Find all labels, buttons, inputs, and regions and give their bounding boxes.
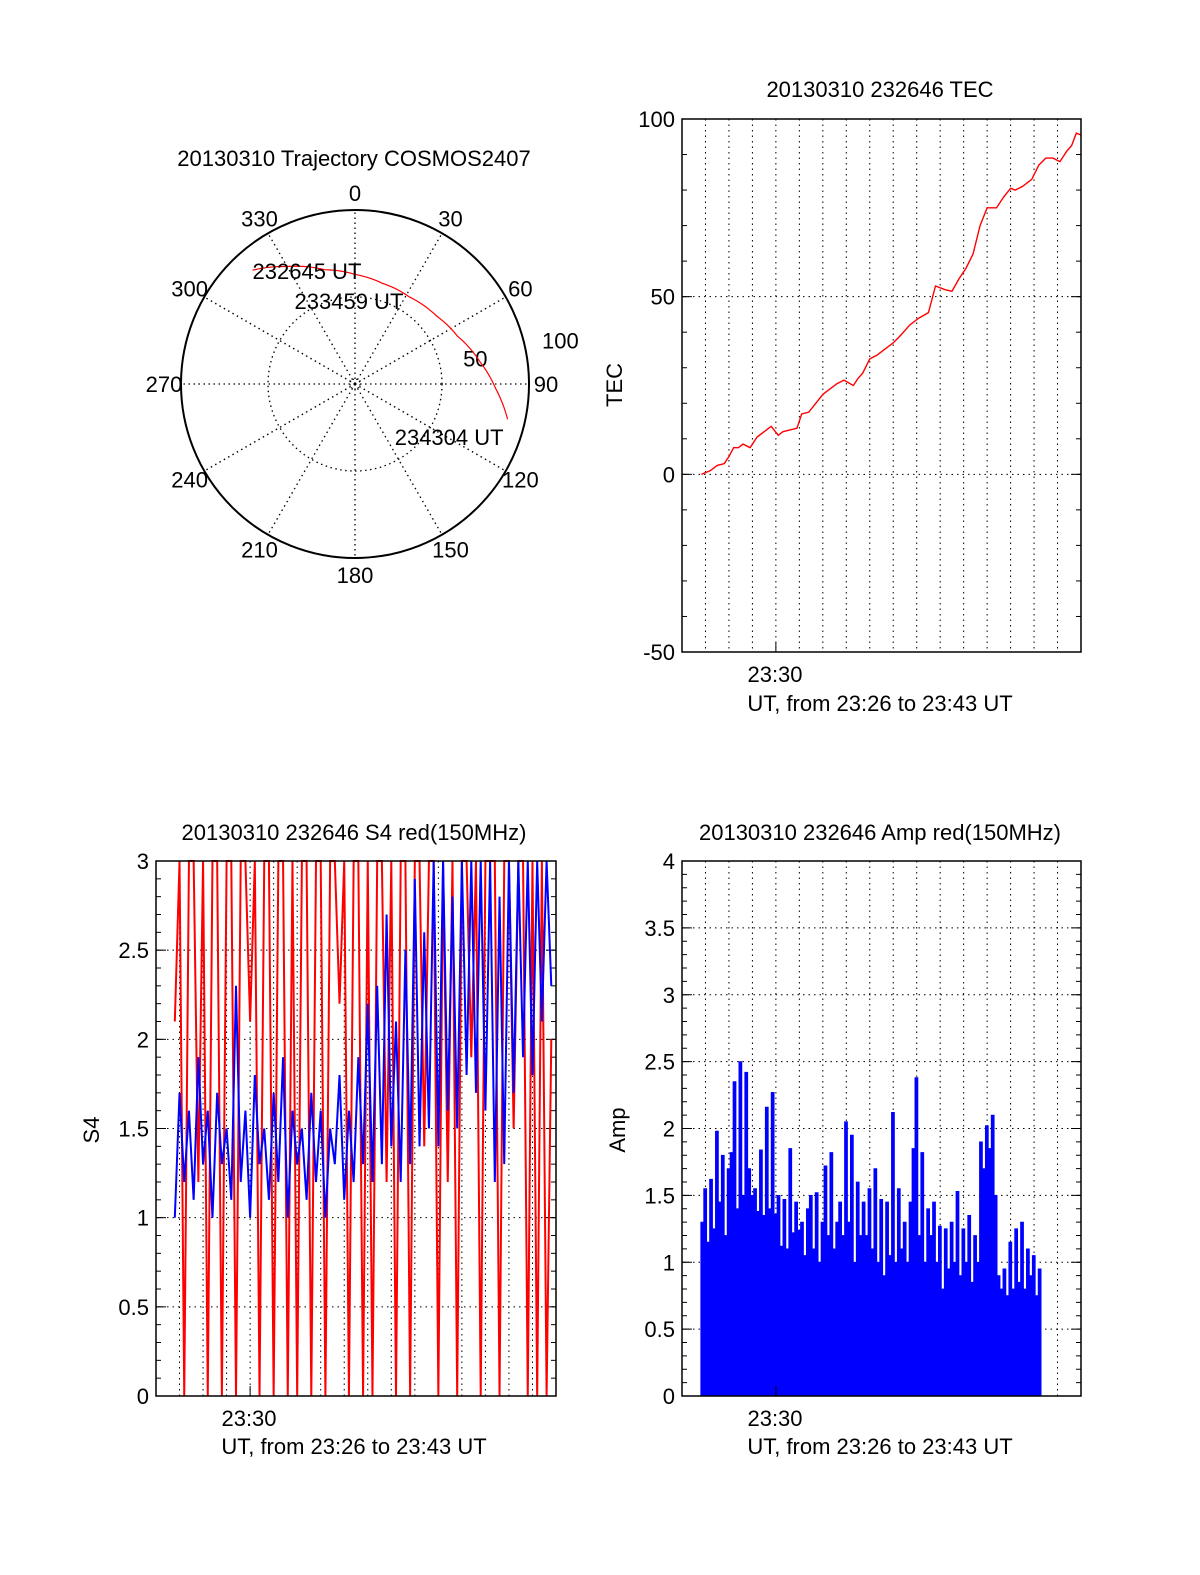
trajectory-middle-label: 233459 UT <box>295 289 404 314</box>
polar-angle-labels: 0 30 60 90 120 150 180 210 240 270 300 330 <box>146 181 559 588</box>
amp-x-axis-label: UT, from 23:26 to 23:43 UT <box>747 1434 1012 1459</box>
amp-y-tick-label: 0.5 <box>644 1317 675 1342</box>
tec-x-axis-label: UT, from 23:26 to 23:43 UT <box>747 691 1012 716</box>
amp-chart: 20130310 232646 Amp red(150MHz) UT, from… <box>605 820 1082 1459</box>
amp-y-tick-label: 4 <box>663 849 675 874</box>
polar-angle-label: 210 <box>241 537 278 562</box>
tec-y-ticks: -50 0 50 100 <box>638 107 1081 665</box>
tec-data <box>701 132 1082 475</box>
polar-center-ring <box>349 378 361 390</box>
polar-annotations: 232645 UT 233459 UT 234304 UT <box>253 259 504 450</box>
tec-chart: 20130310 232646 TEC UT, from 23:26 to 23… <box>602 77 1082 716</box>
polar-spoke <box>267 383 356 536</box>
polar-angle-label: 60 <box>508 277 532 302</box>
polar-angle-label: 0 <box>349 181 361 206</box>
s4-y-tick-label: 1 <box>137 1206 149 1231</box>
s4-y-tick-label: 1.5 <box>118 1117 149 1142</box>
s4-y-tick-label: 0.5 <box>118 1295 149 1320</box>
polar-angle-label: 180 <box>337 563 374 588</box>
s4-x-axis-label: UT, from 23:26 to 23:43 UT <box>221 1434 486 1459</box>
tec-y-tick-label: 100 <box>638 107 675 132</box>
polar-angle-label: 270 <box>146 372 183 397</box>
tec-y-tick-label: -50 <box>643 640 675 665</box>
s4-chart: 20130310 232646 S4 red(150MHz) UT, from … <box>79 820 557 1459</box>
polar-angle-label: 30 <box>438 207 462 232</box>
tec-x-tick-label: 23:30 <box>747 662 802 687</box>
polar-grid <box>180 209 530 559</box>
s4-y-tick-label: 3 <box>137 849 149 874</box>
tec-y-axis-label: TEC <box>602 363 627 407</box>
polar-trajectory-plot: 20130310 Trajectory COSMOS2407 0 30 60 90 12… <box>146 146 579 588</box>
tec-line-tec <box>701 132 1082 475</box>
s4-y-tick-label: 2.5 <box>118 938 149 963</box>
polar-spoke <box>267 232 356 385</box>
trajectory-start-label: 232645 UT <box>253 259 362 284</box>
s4-y-ticks: 0 0.5 1 1.5 2 2.5 3 <box>118 849 556 1409</box>
trajectory-end-label: 234304 UT <box>395 425 504 450</box>
polar-title: 20130310 Trajectory COSMOS2407 <box>177 146 530 171</box>
polar-ring-50 <box>267 296 443 472</box>
tec-y-tick-label: 0 <box>663 462 675 487</box>
polar-spoke <box>354 232 443 385</box>
s4-y-tick-label: 0 <box>137 1384 149 1409</box>
s4-chart-title: 20130310 232646 S4 red(150MHz) <box>182 820 527 845</box>
polar-spoke <box>354 296 507 385</box>
s4-y-axis-label: S4 <box>79 1117 104 1144</box>
amp-plot-frame <box>681 860 1082 1397</box>
s4-plot-frame <box>155 860 557 1397</box>
amp-x-tick-label: 23:30 <box>747 1406 802 1431</box>
polar-radial-label: 100 <box>542 328 579 353</box>
polar-spoke <box>203 296 356 385</box>
polar-spoke <box>203 383 356 472</box>
tec-chart-title: 20130310 232646 TEC <box>766 77 993 102</box>
polar-angle-label: 150 <box>432 537 469 562</box>
polar-angle-label: 240 <box>171 468 208 493</box>
polar-angle-label: 300 <box>171 277 208 302</box>
amp-y-tick-label: 0 <box>663 1384 675 1409</box>
amp-y-tick-label: 2.5 <box>644 1050 675 1075</box>
amp-data <box>700 1061 1042 1397</box>
s4-x-tick-label: 23:30 <box>221 1406 276 1431</box>
amp-area-amp <box>700 1061 1042 1397</box>
polar-outer-ring <box>180 209 530 559</box>
trajectory-line <box>252 265 509 420</box>
amp-y-tick-label: 1.5 <box>644 1183 675 1208</box>
s4-line-s4-blue <box>173 860 553 1218</box>
amp-y-ticks: 0 0.5 1 1.5 2 2.5 3 3.5 4 <box>644 849 1081 1409</box>
polar-angle-label: 90 <box>534 372 558 397</box>
amp-y-tick-label: 3.5 <box>644 916 675 941</box>
polar-trajectory <box>252 265 509 420</box>
tec-plot-frame <box>681 118 1082 653</box>
polar-spoke <box>354 383 507 472</box>
s4-y-tick-label: 2 <box>137 1027 149 1052</box>
amp-y-axis-label: Amp <box>605 1107 630 1152</box>
amp-y-tick-label: 3 <box>663 983 675 1008</box>
polar-angle-label: 330 <box>241 207 278 232</box>
amp-chart-title: 20130310 232646 Amp red(150MHz) <box>699 820 1061 845</box>
tec-y-tick-label: 50 <box>651 285 675 310</box>
amp-y-tick-label: 2 <box>663 1117 675 1142</box>
polar-angle-label: 120 <box>502 468 539 493</box>
polar-spoke <box>354 383 443 536</box>
amp-y-tick-label: 1 <box>663 1250 675 1275</box>
